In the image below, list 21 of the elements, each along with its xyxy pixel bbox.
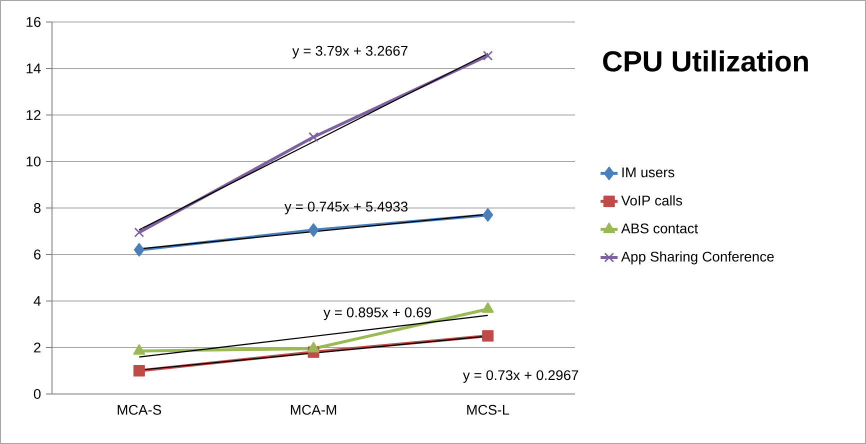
- legend-label: App Sharing Conference: [621, 251, 774, 264]
- x-tick-label: MCA-S: [118, 404, 162, 415]
- y-tick-label: 6: [34, 250, 41, 260]
- y-tick-label: 12: [26, 110, 40, 120]
- annotation: y = 3.79x + 3.2667: [292, 46, 408, 59]
- y-tick-label: 4: [34, 296, 41, 306]
- annotation: y = 0.895x + 0.69: [323, 307, 431, 320]
- x-tick-label: MCA-M: [290, 404, 336, 415]
- annotation: y = 0.73x + 0.2967: [462, 370, 578, 383]
- legend-label: IM users: [622, 168, 674, 178]
- x-tick-label: MCS-L: [467, 404, 510, 415]
- annotation: y = 0.745x + 5.4933: [284, 202, 408, 214]
- legend-label: VoIP calls: [621, 195, 682, 206]
- y-tick-label: 8: [34, 203, 41, 213]
- y-tick-label: 16: [26, 17, 41, 27]
- y-tick-label: 2: [34, 342, 40, 352]
- y-tick-label: 14: [26, 64, 41, 74]
- y-tick-label: 10: [26, 156, 41, 166]
- legend-label: ABS contact: [621, 223, 698, 234]
- text: CPU Utilization: [603, 50, 808, 72]
- y-tick-label: 0: [34, 389, 41, 399]
